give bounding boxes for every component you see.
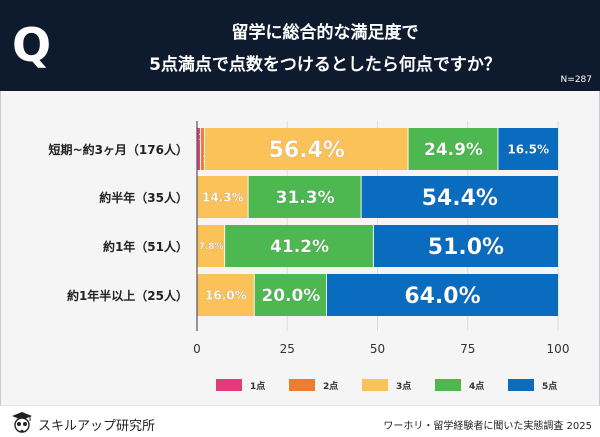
bar-segment [408, 128, 498, 170]
bar-segment [225, 225, 373, 267]
title-line-2: 5点満点で点数をつけるとしたら何点ですか？ [149, 55, 501, 75]
legend-swatch [362, 379, 388, 391]
x-tick-label: 75 [460, 342, 475, 356]
data-label: 20.0% [261, 286, 320, 306]
bar-segment [200, 128, 204, 170]
data-label: 31.3% [276, 188, 335, 208]
category-label: 短期~約3ヶ月（176人） [48, 143, 188, 157]
bar-segment [361, 176, 558, 218]
bar-segment [373, 225, 558, 267]
category-label: 約1年（51人） [102, 240, 188, 254]
footer: スキルアップ研究所 ワーホリ・留学経験者に聞いた実態調査 2025 [0, 405, 600, 437]
x-tick-label: 100 [547, 342, 570, 356]
data-label: 64.0% [404, 284, 480, 309]
data-label: 14.3% [202, 190, 244, 204]
bar-segment [248, 176, 361, 218]
owl-logo-icon [12, 412, 32, 433]
category-label: 約1年半以上（25人） [66, 289, 188, 303]
source-note: ワーホリ・留学経験者に聞いた実態調査 2025 [383, 421, 592, 432]
x-tick-label: 50 [370, 342, 385, 356]
data-label: 54.4% [422, 186, 498, 211]
q-icon: Q [12, 18, 52, 72]
legend-label: 1点 [250, 380, 265, 392]
bar-segment [197, 128, 200, 170]
x-tick-label: 25 [280, 342, 295, 356]
data-label: 56.4% [269, 138, 345, 163]
legend-swatch [508, 379, 534, 391]
legend-swatch [216, 379, 242, 391]
data-label: 16.5% [507, 142, 549, 156]
legend-label: 5点 [542, 380, 557, 392]
legend-swatch [289, 379, 315, 391]
legend-swatch [435, 379, 461, 391]
bar-segment [326, 274, 558, 316]
data-label: 51.0% [428, 235, 504, 260]
legend-label: 3点 [396, 380, 411, 392]
header: Q 留学に総合的な満足度で 5点満点で点数をつけるとしたら何点ですか？ N=28… [0, 0, 600, 91]
sample-size: N=287 [560, 75, 592, 85]
legend-label: 4点 [469, 380, 484, 392]
data-label: 7.8% [199, 242, 224, 252]
title-line-1: 留学に総合的な満足度で [231, 23, 419, 43]
brand-name: スキルアップ研究所 [38, 419, 156, 434]
chart: 短期~約3ヶ月（176人） 約半年（35人） 約1年（51人） 約1年半以上（25人）… [0, 91, 600, 405]
bar-segment [197, 176, 248, 218]
chart-svg: 02550751001.1%1.1%56.4%24.9%16.5%14.3%31… [193, 121, 570, 392]
data-label: 41.2% [270, 237, 329, 257]
bar-segment [254, 274, 326, 316]
bar-segment [498, 128, 558, 170]
x-tick-label: 0 [193, 342, 201, 356]
bar-segment [204, 128, 408, 170]
bar-segment [197, 225, 225, 267]
category-label: 約半年（35人） [99, 191, 188, 205]
bar-segment [197, 274, 254, 316]
data-label: 16.0% [205, 288, 247, 302]
legend-label: 2点 [323, 380, 338, 392]
data-label: 24.9% [424, 140, 483, 160]
